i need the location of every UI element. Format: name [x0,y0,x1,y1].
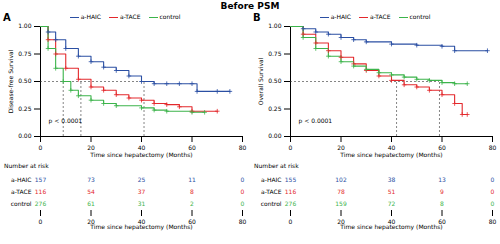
svg-text:40: 40 [137,217,146,225]
svg-text:0.75: 0.75 [268,50,282,57]
svg-text:60: 60 [438,217,446,225]
svg-text:276: 276 [35,200,47,207]
svg-text:8: 8 [190,188,194,195]
svg-text:72: 72 [388,200,396,207]
svg-text:80: 80 [239,218,247,225]
svg-text:p < 0.0001: p < 0.0001 [299,117,333,125]
svg-text:0: 0 [241,200,245,207]
svg-text:60: 60 [188,217,196,225]
html-text:control: control [159,13,181,20]
html-text:Number at risk: Number at risk [254,162,299,169]
svg-text:Time since hepatectomy (Months: Time since hepatectomy (Months) [339,151,442,159]
svg-text:0.50: 0.50 [268,77,282,84]
svg-text:0.00: 0.00 [18,132,32,139]
svg-text:157: 157 [35,176,47,183]
svg-text:20: 20 [87,217,95,225]
svg-text:20: 20 [337,217,345,225]
svg-text:a-TACE: a-TACE [11,188,32,195]
svg-text:0.50: 0.50 [18,77,32,84]
svg-text:0.25: 0.25 [18,105,32,112]
svg-text:80: 80 [239,144,247,151]
svg-text:159: 159 [335,200,347,207]
svg-text:60: 60 [188,143,196,151]
svg-text:0.25: 0.25 [268,105,282,112]
svg-text:0: 0 [491,188,495,195]
svg-text:78: 78 [337,188,345,195]
svg-text:1.00: 1.00 [18,22,32,29]
svg-text:0: 0 [289,144,293,151]
svg-text:2: 2 [190,200,194,207]
html-text:Number at risk: Number at risk [4,162,49,169]
svg-text:51: 51 [388,188,396,195]
svg-text:control: control [261,200,282,207]
html-text:a-HAIC: a-HAIC [330,13,352,20]
svg-text:40: 40 [387,217,396,225]
svg-text:8: 8 [440,200,444,207]
svg-text:40: 40 [137,143,146,151]
svg-text:control: control [11,200,32,207]
html-text:A: A [3,12,11,23]
svg-text:0: 0 [241,176,245,183]
svg-text:1.00: 1.00 [268,22,282,29]
svg-text:a-TACE: a-TACE [261,188,282,195]
svg-text:a-HAIC: a-HAIC [261,176,281,183]
svg-text:0.75: 0.75 [18,50,32,57]
svg-text:13: 13 [438,176,446,183]
html-text:a-TACE: a-TACE [120,13,141,20]
html-text:a-TACE: a-TACE [370,13,391,20]
svg-text:11: 11 [188,176,196,183]
svg-text:20: 20 [87,143,95,151]
svg-text:a-HAIC: a-HAIC [11,176,31,183]
svg-text:25: 25 [138,176,146,183]
svg-text:61: 61 [87,200,95,207]
svg-text:102: 102 [335,176,347,183]
svg-text:73: 73 [87,176,95,183]
svg-text:0: 0 [289,218,293,225]
svg-text:38: 38 [388,176,396,183]
svg-text:0: 0 [491,176,495,183]
svg-text:0: 0 [39,144,43,151]
svg-text:80: 80 [489,144,497,151]
svg-text:31: 31 [138,200,146,207]
svg-text:Disease-free Survival: Disease-free Survival [7,49,14,113]
svg-text:Time since hepatectomy (Months: Time since hepatectomy (Months) [339,223,442,231]
svg-text:54: 54 [87,188,95,195]
svg-text:0.00: 0.00 [268,132,282,139]
svg-text:40: 40 [387,143,396,151]
svg-text:9: 9 [440,188,444,195]
svg-text:p < 0.0001: p < 0.0001 [49,117,83,125]
svg-text:0: 0 [241,188,245,195]
svg-text:Time since hepatectomy (Months: Time since hepatectomy (Months) [89,151,192,159]
html-text:Before PSM: Before PSM [220,1,280,11]
svg-text:60: 60 [438,143,446,151]
svg-text:116: 116 [35,188,47,195]
html-text:a-HAIC: a-HAIC [80,13,102,20]
html-text:B: B [253,12,261,23]
svg-text:Time since hepatectomy (Months: Time since hepatectomy (Months) [89,223,192,231]
html-text:control: control [409,13,431,20]
svg-text:Overall Survival: Overall Survival [257,57,264,105]
svg-text:116: 116 [285,188,297,195]
svg-text:37: 37 [138,188,146,195]
svg-text:155: 155 [285,176,297,183]
svg-text:80: 80 [489,218,497,225]
svg-text:0: 0 [39,218,43,225]
svg-text:20: 20 [337,143,345,151]
svg-text:276: 276 [285,200,297,207]
svg-text:0: 0 [491,200,495,207]
